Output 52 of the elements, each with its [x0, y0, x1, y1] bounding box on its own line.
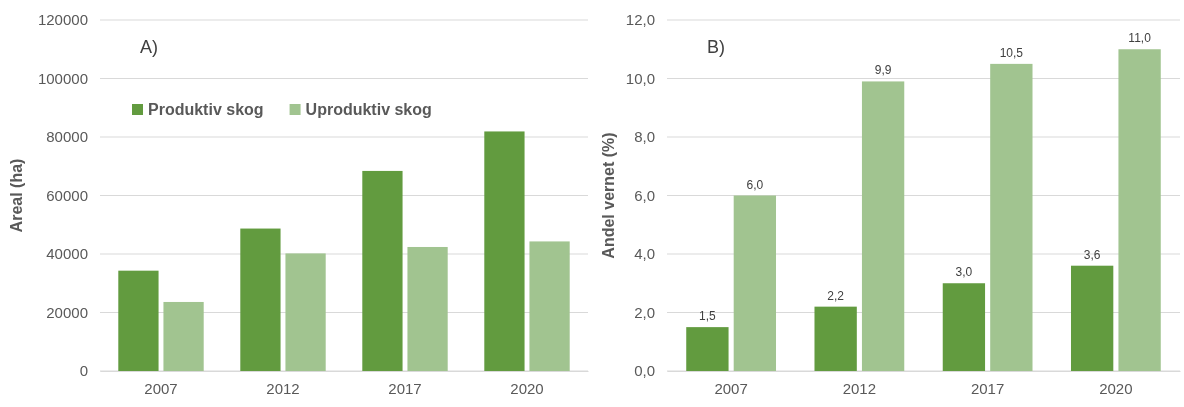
x-tick-label: 2012: [842, 379, 877, 397]
bar: [407, 246, 448, 371]
data-label: 9,9: [874, 63, 892, 78]
bar: [733, 195, 777, 371]
bar: [990, 63, 1033, 371]
bar: [285, 253, 326, 371]
y-tick-label: 0: [79, 362, 88, 380]
y-tick-label: 80000: [46, 128, 88, 146]
data-label: 6,0: [746, 177, 764, 192]
annotation: A): [140, 37, 158, 57]
data-label: 3,6: [1083, 247, 1101, 262]
bar: [861, 81, 905, 371]
y-tick-label: 6,0: [634, 186, 655, 204]
x-tick-label: 2012: [266, 379, 300, 397]
bar: [942, 283, 986, 371]
y-tick-label: 2,0: [634, 303, 655, 321]
bar: [118, 270, 159, 371]
y-axis-title: Areal (ha): [8, 158, 25, 233]
y-axis-title: Andel vernet (%): [600, 132, 617, 259]
y-tick-label: 60000: [46, 186, 88, 204]
legend-label: Uproduktiv skog: [305, 101, 432, 118]
y-tick-label: 100000: [37, 69, 88, 87]
y-tick-label: 12,0: [625, 11, 655, 29]
y-tick-label: 8,0: [634, 128, 655, 146]
x-tick-label: 2007: [144, 379, 178, 397]
data-label: 2,2: [827, 288, 845, 303]
data-label: 1,5: [699, 309, 717, 324]
y-tick-label: 0,0: [634, 362, 655, 380]
data-label: 11,0: [1128, 31, 1152, 46]
x-tick-label: 2007: [714, 379, 748, 397]
bar: [240, 228, 281, 371]
x-tick-label: 2020: [1099, 379, 1133, 397]
x-tick-label: 2017: [970, 379, 1005, 397]
x-tick-label: 2020: [510, 379, 544, 397]
y-tick-label: 40000: [46, 245, 88, 263]
bar: [529, 241, 570, 371]
bar: [484, 131, 525, 371]
bar: [362, 170, 403, 371]
y-tick-label: 120000: [37, 11, 88, 29]
data-label: 3,0: [955, 265, 973, 280]
y-tick-label: 4,0: [634, 245, 655, 263]
bar: [1118, 49, 1161, 371]
x-tick-label: 2017: [388, 379, 422, 397]
annotation: B): [707, 37, 725, 57]
bar: [163, 301, 204, 371]
bar: [686, 327, 729, 371]
legend-label: Produktiv skog: [148, 101, 264, 118]
bar: [814, 306, 857, 371]
data-label: 10,5: [999, 45, 1024, 60]
y-tick-label: 10,0: [625, 69, 655, 87]
y-tick-label: 20000: [46, 303, 88, 321]
bar: [1070, 265, 1114, 371]
